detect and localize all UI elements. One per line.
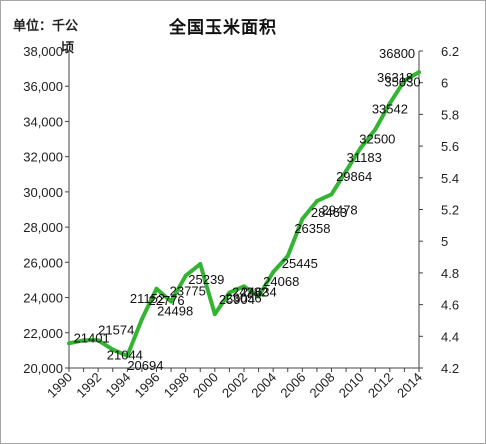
data-point (373, 127, 378, 132)
data-point (387, 101, 392, 106)
data-point (358, 145, 363, 150)
y-tick-label: 30,000 (23, 185, 63, 200)
data-point (256, 294, 261, 299)
x-tick-label: 2012 (365, 370, 396, 401)
data-label: 21044 (107, 348, 143, 363)
data-label: 25239 (188, 272, 224, 287)
data-point (285, 254, 290, 259)
data-point (227, 290, 232, 295)
data-label: 23775 (170, 284, 206, 299)
y-tick-label: 38,000 (23, 44, 63, 59)
chart-title: 全国玉米面积 (169, 18, 277, 38)
y-tick-label: 24,000 (23, 291, 63, 306)
data-label: 31183 (347, 150, 382, 165)
data-point (402, 78, 407, 83)
data-label: 21574 (98, 322, 134, 337)
data-point (198, 262, 203, 267)
data-label: 36318 (377, 70, 413, 85)
y-tick-label: 34,000 (23, 114, 63, 129)
data-point (81, 338, 86, 343)
data-label: 35030 (384, 75, 420, 90)
data-label: 21401 (74, 330, 110, 345)
y2-tick-label: 5.6 (441, 139, 459, 154)
y2-tick-label: 5.4 (441, 171, 459, 186)
x-tick-label: 1992 (73, 370, 104, 401)
data-point (154, 286, 159, 291)
series-line (68, 70, 421, 358)
data-point (110, 347, 115, 352)
y-tick-label: 22,000 (23, 326, 63, 341)
data-label: 25904 (219, 292, 255, 307)
data-point (314, 199, 319, 204)
x-tick-label: 2002 (219, 370, 250, 401)
data-label: 21152 (130, 291, 165, 306)
y2-tick-label: 6.2 (441, 44, 459, 59)
y2-tick-label: 4.8 (441, 266, 459, 281)
y2-tick-label: 5.8 (441, 107, 459, 122)
data-label: 24634 (241, 284, 277, 299)
x-tick-label: 1998 (161, 370, 192, 401)
data-label: 28463 (311, 205, 347, 220)
data-point (139, 317, 144, 322)
unit-label: 单位：千公 (13, 19, 79, 34)
data-label: 29864 (336, 169, 372, 184)
y-tick-label: 28,000 (23, 220, 63, 235)
data-label: 22776 (149, 293, 185, 308)
data-point (67, 341, 71, 346)
data-label: 26358 (294, 221, 330, 236)
y2-tick-label: 4.4 (441, 329, 459, 344)
y2-tick-label: 4.2 (441, 361, 459, 376)
data-point (183, 273, 188, 278)
x-tick-label: 2000 (190, 370, 221, 401)
data-point (96, 338, 101, 343)
data-point (344, 169, 349, 174)
data-label: 32500 (359, 132, 395, 147)
data-point (169, 299, 174, 304)
data-point (300, 216, 305, 221)
x-tick-label: 1994 (102, 370, 133, 401)
data-point (212, 312, 217, 317)
x-tick-label: 2008 (307, 370, 338, 401)
data-point (242, 284, 246, 289)
data-point (417, 70, 421, 75)
data-label: 24498 (157, 304, 193, 319)
data-label: 24282 (232, 284, 268, 299)
data-label: 23056 (225, 291, 261, 306)
y2-tick-label: 4.6 (441, 298, 459, 313)
x-tick-label: 2006 (277, 370, 308, 401)
data-label: 36800 (379, 46, 415, 61)
y-tick-label: 36,000 (23, 79, 63, 94)
data-point (125, 353, 130, 358)
y-tick-label: 32,000 (23, 150, 63, 165)
unit-label-continued: 顷 (61, 41, 75, 56)
data-label: 29478 (322, 202, 358, 217)
data-point (271, 270, 276, 275)
data-point (329, 192, 334, 197)
data-label: 33542 (372, 101, 408, 116)
data-label: 20694 (127, 358, 163, 373)
x-tick-label: 2014 (394, 370, 425, 401)
data-label: 25445 (282, 256, 318, 271)
y2-tick-label: 6 (441, 76, 448, 91)
y2-tick-label: 5 (441, 234, 448, 249)
y2-tick-label: 5.2 (441, 203, 459, 218)
data-label: 24068 (263, 274, 299, 289)
y-tick-label: 26,000 (23, 255, 63, 270)
x-tick-label: 2004 (248, 370, 279, 401)
x-tick-label: 1996 (132, 370, 163, 401)
x-tick-label: 2010 (336, 370, 367, 401)
y-tick-label: 20,000 (23, 361, 63, 376)
